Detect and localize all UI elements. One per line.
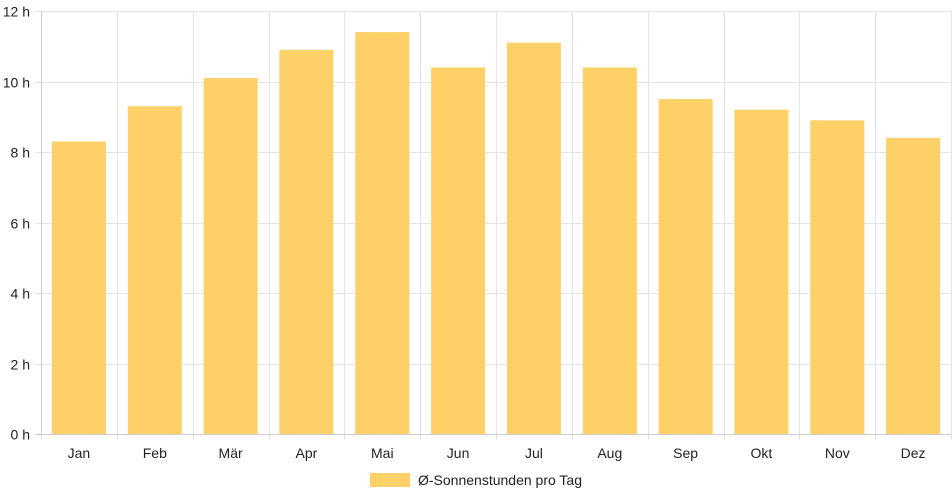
bar-apr	[279, 49, 334, 435]
y-tick-label: 12 h	[3, 4, 30, 20]
x-tick-label: Mai	[371, 445, 394, 461]
bar-nov	[810, 120, 865, 435]
y-tick-label: 8 h	[11, 145, 30, 161]
bar-mai	[355, 32, 410, 434]
x-tick-label: Nov	[825, 445, 850, 461]
x-tick-label: Sep	[673, 445, 698, 461]
x-tick-label: Dez	[901, 445, 926, 461]
x-tick-label: Jun	[447, 445, 470, 461]
y-tick-label: 4 h	[11, 286, 30, 302]
y-tick-label: 2 h	[11, 357, 30, 373]
x-tick-label: Aug	[597, 445, 622, 461]
y-tick-label: 0 h	[11, 427, 30, 443]
bar-dez	[886, 137, 941, 434]
y-tick-label: 10 h	[3, 75, 30, 91]
bar-sep	[658, 99, 713, 434]
bar-jul	[506, 42, 561, 434]
y-tick-label: 6 h	[11, 216, 30, 232]
x-tick-label: Jul	[525, 445, 543, 461]
legend[interactable]: Ø-Sonnenstunden pro Tag	[0, 472, 952, 488]
x-tick-label: Feb	[143, 445, 167, 461]
x-tick-label: Mär	[219, 445, 243, 461]
legend-swatch	[370, 473, 410, 487]
x-tick-label: Apr	[296, 445, 318, 461]
bar-okt	[734, 109, 789, 434]
bar-chart-canvas: 0 h 2 h 4 h 6 h 8 h 10 h 12 h Jan Feb Mär Apr Mai Ju…	[3, 4, 952, 461]
bar-mär	[203, 78, 258, 434]
legend-label: Ø-Sonnenstunden pro Tag	[418, 472, 582, 488]
bar-jun	[431, 67, 486, 435]
bar-aug	[582, 67, 637, 435]
x-tick-label: Okt	[751, 445, 773, 461]
bar-feb	[127, 106, 182, 434]
x-tick-label: Jan	[68, 445, 91, 461]
bar-jan	[51, 141, 106, 434]
